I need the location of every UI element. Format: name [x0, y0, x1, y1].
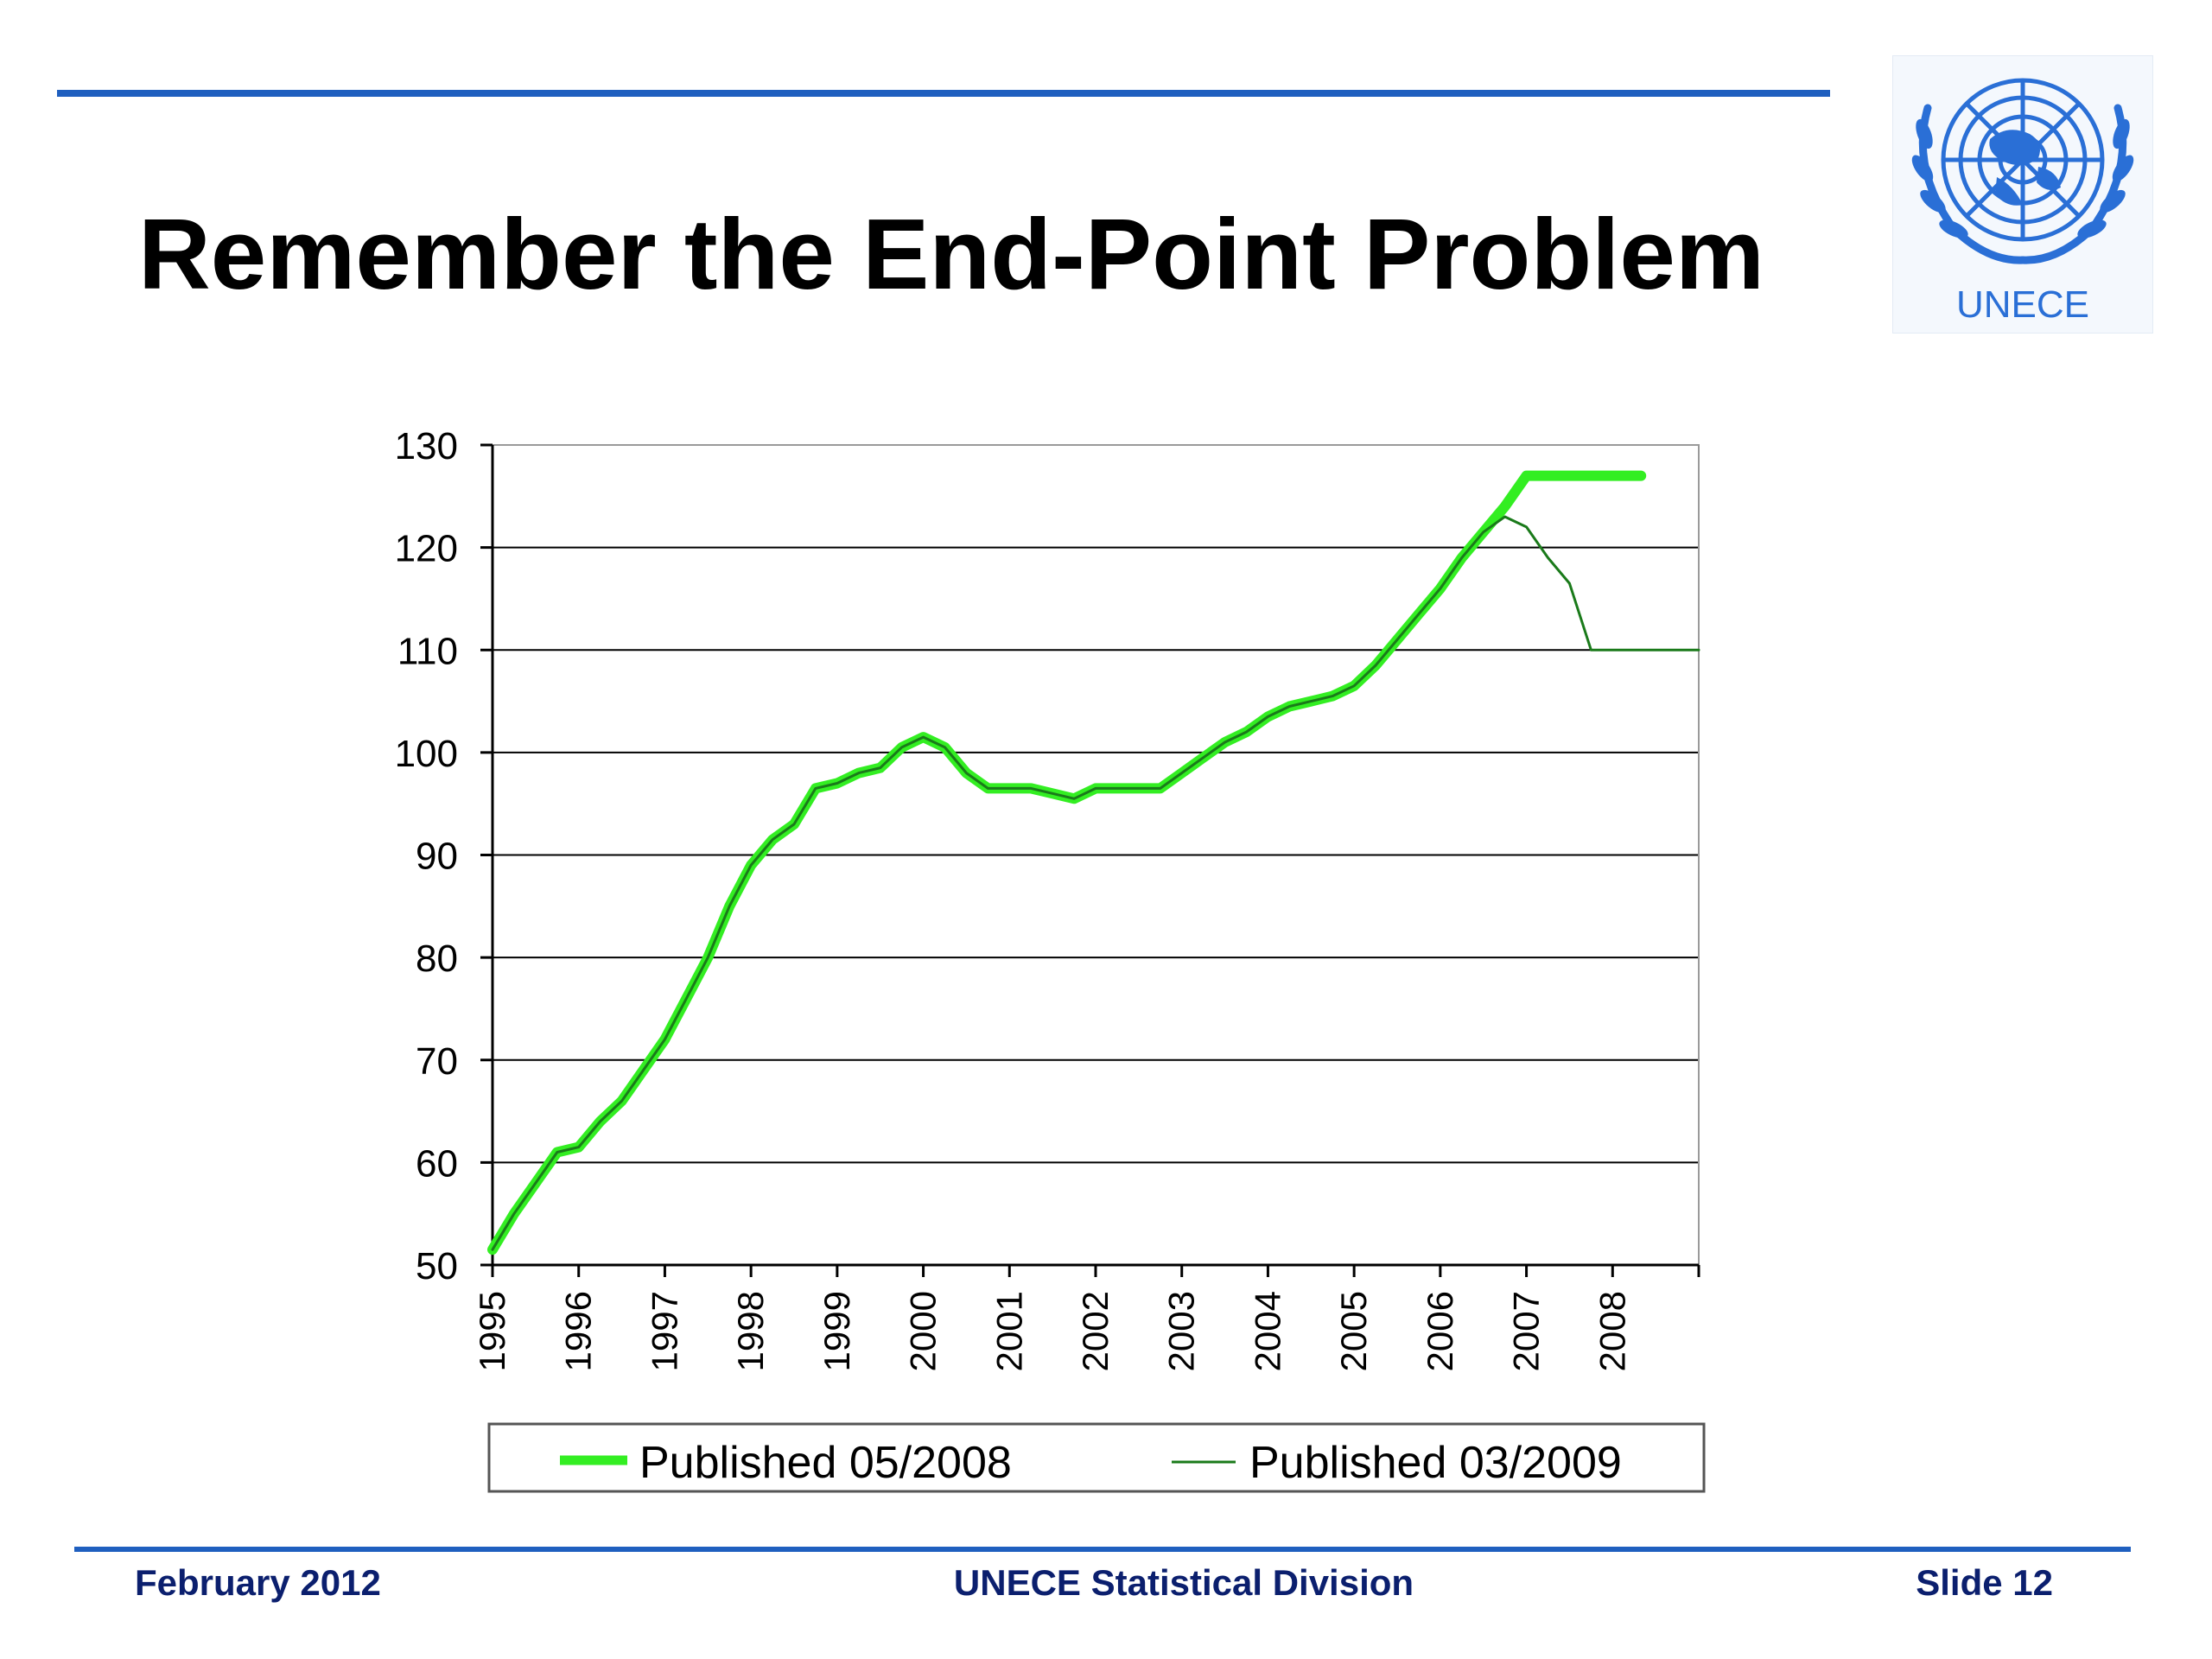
x-tick-label: 1999 [817, 1291, 857, 1371]
slide-title: Remember the End-Point Problem [138, 198, 1765, 310]
x-tick-label: 1996 [558, 1291, 599, 1371]
y-tick-label: 100 [395, 733, 458, 775]
x-tick-label: 2007 [1506, 1291, 1547, 1371]
x-tick-label: 2004 [1247, 1291, 1287, 1371]
legend-box [487, 1422, 1706, 1493]
x-tick-label: 1998 [730, 1291, 771, 1371]
footer-rule [74, 1547, 2131, 1552]
logo-text: UNECE [1956, 283, 2089, 326]
footer-slide-number: Slide 12 [1916, 1562, 2053, 1603]
y-tick-label: 50 [416, 1245, 458, 1287]
x-tick-label: 2008 [1592, 1291, 1632, 1371]
x-tick-labels: 1995 1996 1997 1998 1999 2000 2001 2002 2003 2004… [472, 1265, 1700, 1371]
x-tick-label: 2005 [1333, 1291, 1374, 1371]
footer-date: February 2012 [135, 1562, 381, 1603]
series-line-published-2009 [491, 515, 1700, 1251]
x-tick-label: 2006 [1420, 1291, 1460, 1371]
legend-label-series-2008: Published 05/2008 [639, 1438, 1012, 1488]
y-tick-label: 130 [395, 425, 458, 467]
y-tick-labels: 50 60 70 80 90 100 110 120 130 [395, 425, 493, 1287]
legend-label-series-2009: Published 03/2009 [1249, 1438, 1622, 1488]
x-tick-label: 2000 [903, 1291, 944, 1371]
y-tick-label: 60 [416, 1142, 458, 1185]
y-tick-label: 80 [416, 938, 458, 980]
series-line-published-2008 [487, 470, 1647, 1255]
chart-grid [493, 444, 1699, 1164]
x-tick-label: 2002 [1075, 1291, 1116, 1371]
y-tick-label: 90 [416, 836, 458, 878]
x-tick-label: 2003 [1161, 1291, 1202, 1371]
x-tick-label: 1995 [472, 1291, 512, 1371]
unece-logo: UNECE [1892, 55, 2153, 334]
y-tick-label: 110 [397, 630, 458, 672]
y-tick-label: 120 [395, 528, 458, 570]
y-tick-label: 70 [416, 1040, 458, 1083]
header-rule [57, 90, 1830, 97]
x-tick-label: 2001 [988, 1291, 1029, 1371]
un-emblem-icon: UNECE [1911, 78, 2134, 326]
x-tick-label: 1997 [644, 1291, 684, 1371]
series-layer [487, 470, 1700, 1255]
footer-organization: UNECE Statistical Division [953, 1562, 1414, 1603]
